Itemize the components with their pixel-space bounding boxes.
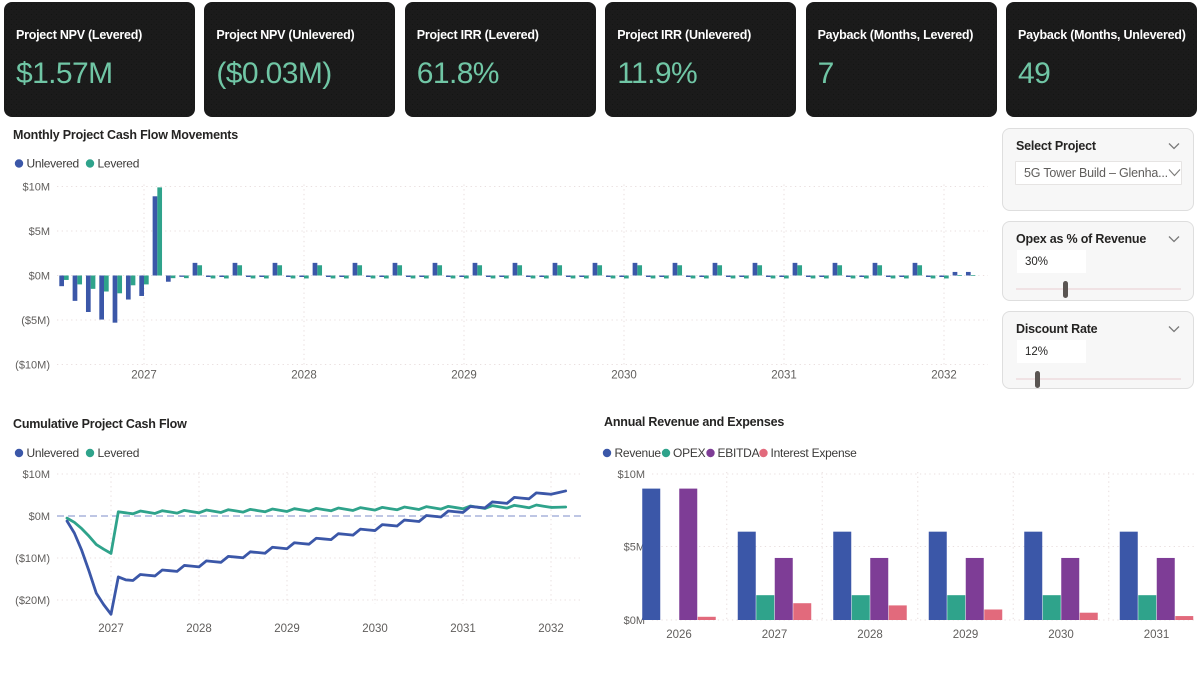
svg-text:2028: 2028 xyxy=(291,370,317,382)
svg-text:Unlevered: Unlevered xyxy=(27,446,79,460)
svg-text:Annual Revenue and Expenses: Annual Revenue and Expenses xyxy=(604,415,784,429)
svg-text:2029: 2029 xyxy=(451,370,477,382)
svg-text:$10M: $10M xyxy=(22,469,50,481)
svg-text:$5M: $5M xyxy=(624,542,645,554)
svg-text:Unlevered: Unlevered xyxy=(27,157,79,171)
svg-text:Cumulative Project Cash Flow: Cumulative Project Cash Flow xyxy=(13,417,187,431)
svg-text:2031: 2031 xyxy=(1144,629,1170,641)
svg-text:2030: 2030 xyxy=(362,623,388,635)
svg-text:2028: 2028 xyxy=(857,629,883,641)
svg-text:2027: 2027 xyxy=(98,623,124,635)
svg-text:Levered: Levered xyxy=(98,446,140,460)
svg-text:2030: 2030 xyxy=(1048,629,1074,641)
svg-text:Monthly Project Cash Flow Move: Monthly Project Cash Flow Movements xyxy=(13,128,238,142)
svg-text:EBITDA: EBITDA xyxy=(718,446,760,460)
svg-text:2032: 2032 xyxy=(538,623,564,635)
svg-text:2028: 2028 xyxy=(186,623,212,635)
svg-text:2027: 2027 xyxy=(762,629,788,641)
svg-text:$5M: $5M xyxy=(29,226,50,238)
svg-text:($5M): ($5M) xyxy=(21,315,50,327)
svg-text:$0M: $0M xyxy=(29,511,50,523)
svg-text:$0M: $0M xyxy=(29,271,50,283)
svg-text:2029: 2029 xyxy=(274,623,300,635)
svg-text:($20M): ($20M) xyxy=(15,595,50,607)
svg-text:Interest Expense: Interest Expense xyxy=(771,446,858,460)
svg-text:$0M: $0M xyxy=(624,615,645,627)
svg-text:($10M): ($10M) xyxy=(15,553,50,565)
svg-text:2031: 2031 xyxy=(771,370,797,382)
svg-text:$10M: $10M xyxy=(22,182,50,194)
svg-text:2030: 2030 xyxy=(611,370,637,382)
svg-text:($10M): ($10M) xyxy=(15,360,50,372)
svg-text:Revenue: Revenue xyxy=(615,446,662,460)
svg-text:2031: 2031 xyxy=(450,623,476,635)
svg-text:Levered: Levered xyxy=(98,157,140,171)
svg-text:$10M: $10M xyxy=(617,469,645,481)
svg-text:OPEX: OPEX xyxy=(673,446,706,460)
svg-text:2032: 2032 xyxy=(931,370,957,382)
svg-text:2026: 2026 xyxy=(666,629,692,641)
svg-text:2029: 2029 xyxy=(953,629,979,641)
svg-text:2027: 2027 xyxy=(131,370,157,382)
